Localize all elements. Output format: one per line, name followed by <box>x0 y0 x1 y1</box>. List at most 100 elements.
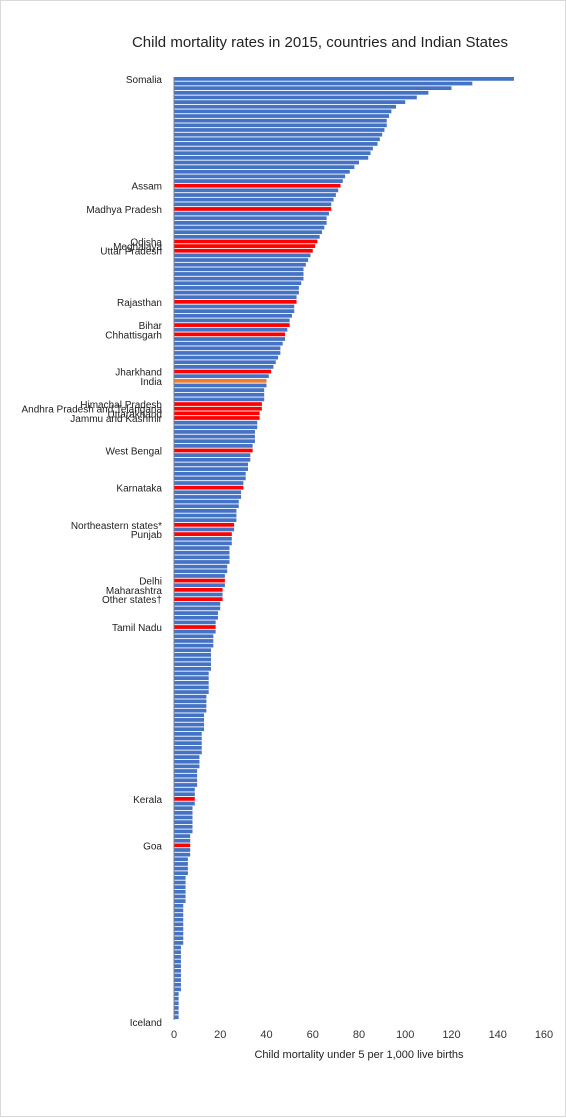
bar <box>174 86 452 91</box>
bar <box>174 927 184 931</box>
category-label: Tamil Nadu <box>112 623 162 634</box>
bar <box>174 114 390 118</box>
bar <box>174 546 230 550</box>
bar <box>174 276 304 281</box>
bar <box>174 351 281 355</box>
bar <box>174 272 304 276</box>
bar <box>174 402 262 406</box>
bar <box>174 685 209 690</box>
category-label: Jharkhand <box>115 367 162 378</box>
bar <box>174 899 186 903</box>
bar <box>174 360 276 365</box>
bar <box>174 880 186 885</box>
bar <box>174 77 514 81</box>
bar <box>174 513 237 518</box>
bar <box>174 81 473 86</box>
bar <box>174 509 237 513</box>
bar <box>174 862 188 866</box>
bar <box>174 903 184 908</box>
bars-group <box>174 77 514 1020</box>
x-tick-label: 120 <box>442 1029 460 1041</box>
bar <box>174 230 322 235</box>
bar <box>174 666 211 671</box>
bar <box>174 764 200 769</box>
bar <box>174 759 200 764</box>
bar <box>174 982 181 987</box>
bar <box>174 597 223 602</box>
bar <box>174 485 244 490</box>
bar <box>174 378 267 383</box>
bar <box>174 109 392 114</box>
bar <box>174 922 184 927</box>
category-label: Somalia <box>126 75 163 86</box>
category-label: India <box>140 377 162 388</box>
category-label: Bihar <box>139 321 163 332</box>
bar <box>174 810 193 815</box>
bar <box>174 90 429 95</box>
bar <box>174 221 327 225</box>
bar <box>174 132 383 137</box>
bar <box>174 286 299 290</box>
bar <box>174 968 181 973</box>
category-label: Uttar Pradesh <box>100 247 162 258</box>
bar <box>174 499 239 504</box>
bar <box>174 820 193 824</box>
category-label: Assam <box>131 182 162 193</box>
bar <box>174 476 246 481</box>
bar <box>174 527 235 532</box>
bar <box>174 653 211 657</box>
bar <box>174 434 255 439</box>
bar <box>174 471 246 476</box>
bar <box>174 792 195 797</box>
bar <box>174 355 279 360</box>
bar <box>174 211 329 216</box>
bar <box>174 708 207 713</box>
x-tick-label: 20 <box>214 1029 226 1041</box>
bar <box>174 578 225 583</box>
bar <box>174 137 380 142</box>
category-label: Meghalaya <box>113 242 162 253</box>
category-label: Odisha <box>130 237 162 248</box>
bar <box>174 959 181 964</box>
bar <box>174 801 195 806</box>
bar <box>174 722 205 727</box>
bar <box>174 769 198 773</box>
bar <box>174 857 188 862</box>
bar <box>174 629 216 634</box>
bar <box>174 318 290 323</box>
category-label: Northeastern states* <box>71 521 162 532</box>
bar <box>174 908 184 913</box>
bar <box>174 731 202 736</box>
bar <box>174 824 193 829</box>
bar <box>174 522 235 527</box>
bar <box>174 299 297 304</box>
bar <box>174 100 406 104</box>
chart-title: Child mortality rates in 2015, countries… <box>132 34 508 51</box>
bar <box>174 495 242 499</box>
bar <box>174 541 232 546</box>
bar <box>174 954 181 959</box>
bar <box>174 160 359 165</box>
bar <box>174 690 209 694</box>
bar <box>174 945 181 950</box>
bar <box>174 374 269 379</box>
x-tick-label: 140 <box>489 1029 507 1041</box>
bar <box>174 601 221 606</box>
bar <box>174 815 193 820</box>
x-axis-ticks: 0 20 40 60 80 100 120 140 160 <box>171 1029 553 1041</box>
bar <box>174 634 214 639</box>
category-label: Jammu and Kashmir <box>70 414 162 425</box>
bar <box>174 741 202 746</box>
bar <box>174 773 198 778</box>
category-label: Rajasthan <box>117 298 162 309</box>
bar <box>174 699 207 704</box>
bar <box>174 704 207 708</box>
bar <box>174 369 272 374</box>
bar <box>174 643 214 648</box>
bar <box>174 592 223 597</box>
bar <box>174 755 200 759</box>
bar <box>174 606 221 611</box>
bar <box>174 727 205 732</box>
